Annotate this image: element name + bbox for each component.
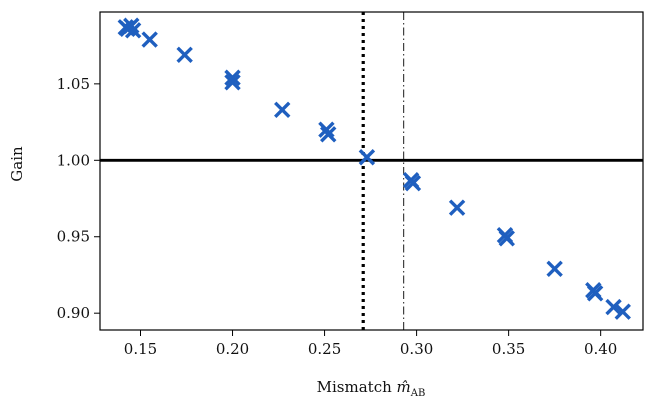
data-points — [117, 17, 631, 320]
x-marker — [224, 69, 241, 86]
data-point — [404, 175, 422, 192]
x-marker — [124, 22, 142, 39]
x-marker — [546, 260, 563, 278]
y-tick-label: 1.00 — [57, 151, 90, 169]
x-tick-label: 0.35 — [492, 340, 525, 358]
y-tick-label: 1.05 — [57, 75, 90, 93]
data-point — [586, 285, 604, 302]
data-point — [141, 31, 158, 48]
x-marker — [320, 126, 337, 143]
data-point — [320, 126, 337, 143]
x-marker — [498, 230, 515, 247]
data-point — [124, 22, 142, 39]
plot-area — [99, 11, 644, 331]
y-tick-label: 0.95 — [57, 228, 90, 246]
data-point — [614, 303, 631, 320]
x-marker — [404, 175, 422, 192]
data-point — [605, 298, 622, 316]
x-marker — [586, 285, 604, 302]
x-tick-label: 0.40 — [584, 340, 617, 358]
x-marker — [318, 121, 335, 138]
x-tick-label: 0.30 — [400, 340, 433, 358]
x-tick-label: 0.20 — [216, 340, 249, 358]
data-point — [123, 17, 140, 34]
y-axis-ticks: 0.90 0.95 1.00 1.05 — [57, 75, 100, 322]
data-point — [498, 230, 515, 247]
y-axis-title: Gain — [8, 146, 26, 182]
x-marker — [123, 17, 140, 34]
y-tick-label: 0.90 — [57, 304, 90, 322]
data-point — [224, 69, 241, 86]
x-marker — [358, 149, 376, 166]
x-marker — [614, 303, 631, 320]
x-marker — [224, 74, 241, 91]
data-point — [448, 199, 466, 216]
data-point — [546, 260, 563, 278]
plot-frame — [99, 11, 644, 331]
x-axis-title-text: Mismatch — [317, 378, 392, 396]
data-point — [318, 121, 335, 138]
x-axis-subscript: AB — [410, 388, 426, 399]
x-marker — [448, 199, 466, 216]
data-point — [274, 101, 291, 119]
data-point — [224, 74, 241, 91]
x-marker — [605, 298, 622, 316]
x-axis-symbol: m̂ — [397, 378, 411, 396]
x-axis-title: Mismatch m̂AB — [317, 378, 426, 399]
data-point — [176, 46, 193, 64]
x-tick-label: 0.15 — [124, 340, 157, 358]
x-axis-ticks: 0.15 0.20 0.25 0.30 0.35 0.40 — [124, 330, 617, 358]
x-marker — [274, 101, 291, 119]
x-marker — [176, 46, 193, 64]
data-point — [358, 149, 376, 166]
x-tick-label: 0.25 — [308, 340, 341, 358]
x-marker — [141, 31, 158, 48]
